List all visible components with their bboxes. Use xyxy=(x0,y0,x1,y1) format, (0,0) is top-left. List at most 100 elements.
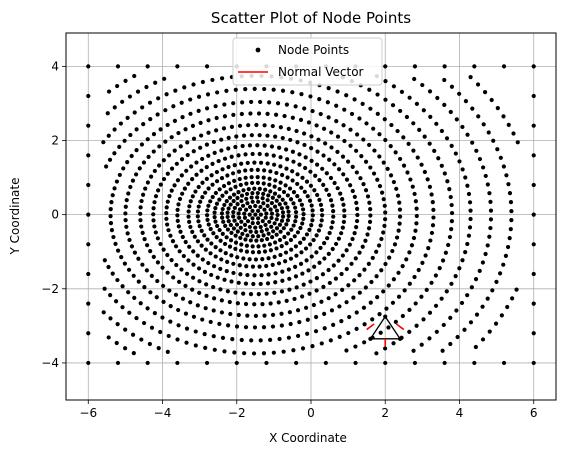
node-point xyxy=(285,205,290,210)
node-point xyxy=(153,80,158,85)
node-point xyxy=(289,227,294,232)
node-point xyxy=(210,194,215,200)
node-point xyxy=(348,183,353,188)
node-point xyxy=(263,222,268,228)
node-point xyxy=(232,205,237,211)
node-point xyxy=(468,320,474,325)
node-point xyxy=(272,191,278,196)
node-point xyxy=(266,272,271,277)
node-point xyxy=(250,250,256,255)
node-point xyxy=(234,360,239,366)
node-point xyxy=(281,189,287,195)
node-point xyxy=(272,254,277,259)
node-point xyxy=(255,175,260,180)
node-point xyxy=(152,224,157,229)
node-point xyxy=(138,218,143,223)
node-point xyxy=(231,261,236,266)
node-point xyxy=(428,238,433,243)
node-point xyxy=(422,134,427,139)
node-point xyxy=(405,170,410,175)
node-point xyxy=(126,290,131,295)
node-point xyxy=(468,216,473,222)
node-point xyxy=(280,214,286,219)
node-point xyxy=(104,164,109,169)
node-point xyxy=(375,177,380,182)
node-point xyxy=(194,160,199,165)
node-point xyxy=(453,274,458,279)
node-point xyxy=(109,200,114,205)
node-point xyxy=(197,279,202,284)
node-point xyxy=(206,203,211,208)
node-point xyxy=(195,214,200,219)
node-point xyxy=(163,139,168,144)
node-point xyxy=(204,106,210,111)
node-point xyxy=(442,102,447,107)
node-point xyxy=(233,184,238,189)
node-point xyxy=(414,101,420,106)
node-point xyxy=(313,173,318,178)
node-point xyxy=(230,171,236,176)
node-point xyxy=(267,242,272,247)
node-point xyxy=(420,82,425,88)
node-point xyxy=(383,78,388,84)
node-point xyxy=(186,181,191,186)
node-point xyxy=(176,202,181,207)
node-point xyxy=(261,191,266,196)
node-point xyxy=(226,206,231,211)
node-point xyxy=(486,130,491,135)
node-point xyxy=(271,153,276,158)
node-point xyxy=(311,302,316,308)
node-point xyxy=(157,144,162,149)
node-point xyxy=(365,194,371,199)
node-point xyxy=(531,153,536,158)
node-point xyxy=(309,134,314,139)
node-point xyxy=(286,209,291,214)
node-point xyxy=(274,170,279,176)
node-point xyxy=(114,340,119,346)
node-point xyxy=(293,214,299,219)
node-point xyxy=(326,267,331,273)
node-point xyxy=(495,147,500,152)
node-point xyxy=(531,242,536,247)
node-point xyxy=(487,329,492,334)
node-point xyxy=(327,157,332,162)
node-point xyxy=(272,290,277,295)
node-point xyxy=(225,289,230,294)
node-point xyxy=(237,123,243,128)
node-point xyxy=(501,114,506,119)
node-point xyxy=(331,214,336,219)
node-point xyxy=(176,224,181,229)
node-point xyxy=(352,278,357,283)
node-point xyxy=(222,114,228,119)
node-point xyxy=(298,240,303,245)
node-point xyxy=(322,256,327,261)
node-point xyxy=(262,123,267,128)
node-point xyxy=(447,187,452,192)
node-point xyxy=(284,222,289,227)
node-point xyxy=(110,271,115,276)
node-point xyxy=(238,272,243,277)
node-point xyxy=(312,264,317,269)
node-point xyxy=(112,127,117,132)
node-point xyxy=(268,301,273,306)
node-point xyxy=(202,233,207,238)
node-point xyxy=(261,175,266,180)
node-point xyxy=(397,214,403,219)
node-point xyxy=(148,290,153,295)
node-point xyxy=(346,330,351,336)
node-point xyxy=(363,159,369,164)
node-point xyxy=(248,238,253,243)
node-point xyxy=(212,215,217,220)
node-point xyxy=(202,269,208,274)
node-point xyxy=(340,197,345,202)
node-point xyxy=(303,165,308,171)
node-point xyxy=(274,226,280,231)
node-point xyxy=(246,123,251,128)
node-point xyxy=(128,184,133,190)
node-point xyxy=(213,254,218,259)
node-point xyxy=(86,182,91,188)
node-point xyxy=(216,158,221,164)
node-point xyxy=(249,167,254,173)
node-point xyxy=(287,276,292,281)
node-point xyxy=(309,145,314,151)
